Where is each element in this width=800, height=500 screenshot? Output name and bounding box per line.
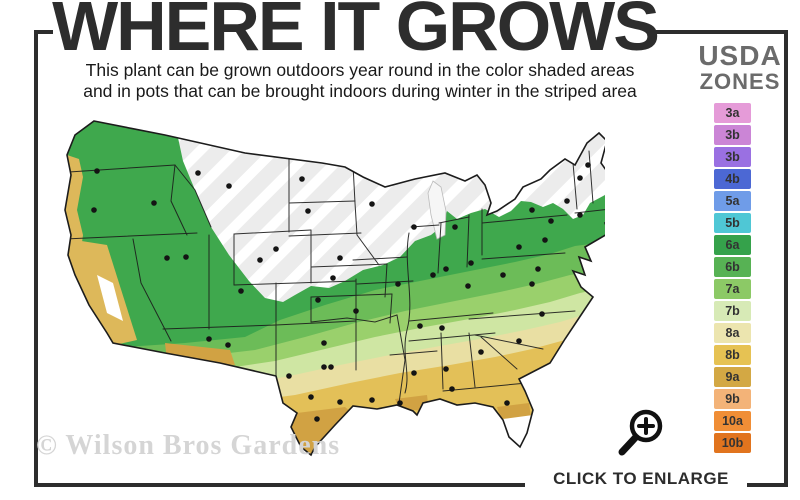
zone-chip-5b: 5b <box>714 213 751 233</box>
zone-chip-7b: 7b <box>714 301 751 321</box>
city-dot <box>151 200 157 206</box>
zone-chip-5a: 5a <box>714 191 751 211</box>
city-dot <box>225 342 231 348</box>
city-dot <box>305 208 311 214</box>
city-dot <box>504 400 510 406</box>
magnifier-icon[interactable] <box>608 402 672 466</box>
frame-border-top-right <box>653 30 788 34</box>
city-dot <box>321 364 327 370</box>
city-dot <box>337 399 343 405</box>
frame-border-right <box>784 30 788 487</box>
city-dot <box>299 176 305 182</box>
zone-chip-9b: 9b <box>714 389 751 409</box>
city-dot <box>585 162 591 168</box>
city-dot <box>353 308 359 314</box>
city-dot <box>164 255 170 261</box>
city-dot <box>529 440 535 446</box>
city-dot <box>542 237 548 243</box>
subtitle-line-2: and in pots that can be brought indoors … <box>83 81 637 102</box>
city-dot <box>535 266 541 272</box>
usda-zone-map <box>45 115 630 460</box>
legend-title: USDA ZONES <box>690 42 790 94</box>
city-dot <box>564 198 570 204</box>
city-dot <box>308 394 314 400</box>
lake-michigan <box>427 180 447 240</box>
zone-chip-10b: 10b <box>714 433 751 453</box>
city-dot <box>577 175 583 181</box>
city-dot <box>238 288 244 294</box>
zone-patch-south-texas <box>281 407 357 455</box>
city-dot <box>226 183 232 189</box>
city-dot <box>465 283 471 289</box>
city-dot <box>195 170 201 176</box>
zone-patch-florida <box>497 403 531 419</box>
city-dot <box>516 338 522 344</box>
city-dot <box>183 254 189 260</box>
frame-border-top-left <box>34 30 53 34</box>
frame-border-bottom-left <box>34 483 525 487</box>
city-dot <box>452 224 458 230</box>
city-dot <box>91 207 97 213</box>
zone-chip-8b: 8b <box>714 345 751 365</box>
page-title: WHERE IT GROWS <box>52 0 660 65</box>
city-dot <box>337 255 343 261</box>
city-dot <box>397 400 403 406</box>
zone-chip-4b: 4b <box>714 169 751 189</box>
legend-title-zones: ZONES <box>699 69 781 94</box>
city-dot <box>286 373 292 379</box>
city-dot <box>206 336 212 342</box>
city-dot <box>500 272 506 278</box>
zone-chip-6b: 6b <box>714 257 751 277</box>
city-dot <box>449 386 455 392</box>
city-dot <box>516 244 522 250</box>
city-dot <box>369 201 375 207</box>
zone-chip-10a: 10a <box>714 411 751 431</box>
city-dot <box>430 272 436 278</box>
city-dot <box>417 323 423 329</box>
zone-chip-3a: 3a <box>714 103 751 123</box>
city-dot <box>330 275 336 281</box>
city-dot <box>411 370 417 376</box>
subtitle-line-1: This plant can be grown outdoors year ro… <box>85 60 635 80</box>
city-dot <box>315 297 321 303</box>
zone-chip-3b: 3b <box>714 125 751 145</box>
zone-chip-3b: 3b <box>714 147 751 167</box>
zone-chip-9a: 9a <box>714 367 751 387</box>
city-dot <box>94 168 100 174</box>
city-dot <box>321 340 327 346</box>
city-dot <box>478 349 484 355</box>
city-dot <box>529 207 535 213</box>
city-dots <box>91 162 591 446</box>
zone-chip-8a: 8a <box>714 323 751 343</box>
city-dot <box>273 246 279 252</box>
city-dot <box>443 266 449 272</box>
city-dot <box>439 325 445 331</box>
zone-chip-6a: 6a <box>714 235 751 255</box>
city-dot <box>539 311 545 317</box>
white-area-south-florida <box>503 415 533 451</box>
city-dot <box>257 257 263 263</box>
usda-zone-legend: 3a 3b 3b 4b 5a 5b 6a 6b 7a 7b 8a 8b 9a 9b 10a 10b <box>714 103 751 455</box>
click-to-enlarge-button[interactable]: CLICK TO ENLARGE <box>535 469 747 489</box>
watermark: © Wilson Bros Gardens <box>36 430 341 461</box>
city-dot <box>411 224 417 230</box>
city-dot <box>529 281 535 287</box>
legend-title-usda: USDA <box>698 40 782 71</box>
city-dot <box>443 366 449 372</box>
subtitle: This plant can be grown outdoors year ro… <box>60 60 660 103</box>
city-dot <box>548 218 554 224</box>
city-dot <box>369 397 375 403</box>
city-dot <box>395 281 401 287</box>
state-boundaries <box>65 150 620 404</box>
zone-chip-7a: 7a <box>714 279 751 299</box>
california-white-patch <box>97 275 123 321</box>
frame-border-bottom-right <box>744 483 788 487</box>
city-dot <box>328 364 334 370</box>
city-dot <box>468 260 474 266</box>
city-dot <box>314 416 320 422</box>
frame-border-left <box>34 30 38 487</box>
city-dot <box>577 212 583 218</box>
